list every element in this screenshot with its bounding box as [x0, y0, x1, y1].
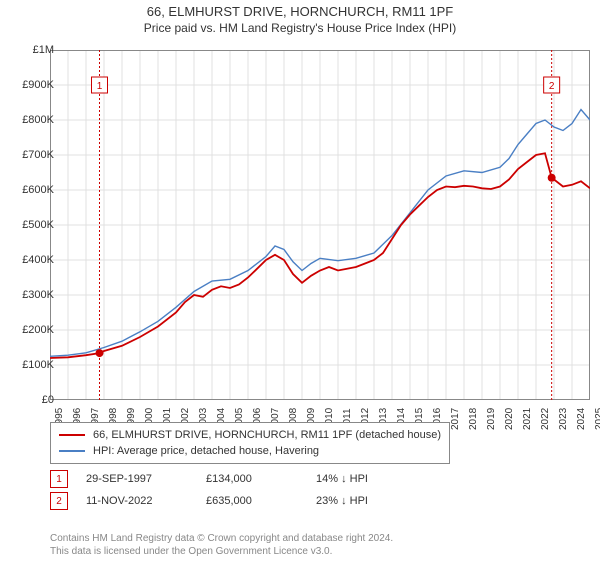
x-tick-label: 2020 — [504, 408, 515, 430]
legend-label: HPI: Average price, detached house, Have… — [93, 443, 319, 459]
svg-text:1: 1 — [97, 81, 103, 92]
marker-date: 11-NOV-2022 — [86, 495, 206, 507]
footer-line-1: Contains HM Land Registry data © Crown c… — [50, 532, 393, 545]
y-tick-label: £0 — [42, 394, 54, 406]
x-tick-label: 2022 — [540, 408, 551, 430]
x-tick-label: 2023 — [558, 408, 569, 430]
x-tick-label: 2018 — [468, 408, 479, 430]
footer-attribution: Contains HM Land Registry data © Crown c… — [50, 532, 393, 558]
legend-swatch — [59, 450, 85, 452]
y-tick-label: £100K — [22, 359, 54, 371]
marker-row-2: 2 11-NOV-2022£635,00023% ↓ HPI — [50, 492, 368, 510]
y-tick-label: £300K — [22, 289, 54, 301]
legend-box: 66, ELMHURST DRIVE, HORNCHURCH, RM11 1PF… — [50, 422, 450, 464]
chart-plot-area: 12 — [50, 50, 590, 400]
x-tick-label: 2017 — [450, 408, 461, 430]
x-tick-label: 2025 — [594, 408, 600, 430]
y-tick-label: £400K — [22, 254, 54, 266]
footer-line-2: This data is licensed under the Open Gov… — [50, 545, 393, 558]
y-tick-label: £500K — [22, 219, 54, 231]
chart-title: 66, ELMHURST DRIVE, HORNCHURCH, RM11 1PF — [0, 4, 600, 19]
legend-label: 66, ELMHURST DRIVE, HORNCHURCH, RM11 1PF… — [93, 427, 441, 443]
svg-text:2: 2 — [549, 81, 555, 92]
marker-date: 29-SEP-1997 — [86, 473, 206, 485]
marker-price: £134,000 — [206, 473, 316, 485]
marker-price: £635,000 — [206, 495, 316, 507]
x-tick-label: 2019 — [486, 408, 497, 430]
chart-container: 66, ELMHURST DRIVE, HORNCHURCH, RM11 1PF… — [0, 4, 600, 564]
y-tick-label: £800K — [22, 114, 54, 126]
legend-row: 66, ELMHURST DRIVE, HORNCHURCH, RM11 1PF… — [59, 427, 441, 443]
legend-swatch — [59, 434, 85, 436]
y-tick-label: £200K — [22, 324, 54, 336]
chart-svg: 12 — [50, 50, 590, 400]
marker-delta: 23% ↓ HPI — [316, 495, 368, 507]
marker-index-box: 1 — [50, 470, 68, 488]
y-tick-label: £1M — [33, 44, 54, 56]
marker-row-1: 1 29-SEP-1997£134,00014% ↓ HPI — [50, 470, 368, 488]
marker-index-box: 2 — [50, 492, 68, 510]
x-tick-label: 2024 — [576, 408, 587, 430]
x-tick-label: 2021 — [522, 408, 533, 430]
chart-subtitle: Price paid vs. HM Land Registry's House … — [0, 21, 600, 35]
legend-row: HPI: Average price, detached house, Have… — [59, 443, 441, 459]
marker-delta: 14% ↓ HPI — [316, 473, 368, 485]
y-tick-label: £600K — [22, 184, 54, 196]
y-tick-label: £900K — [22, 79, 54, 91]
y-tick-label: £700K — [22, 149, 54, 161]
